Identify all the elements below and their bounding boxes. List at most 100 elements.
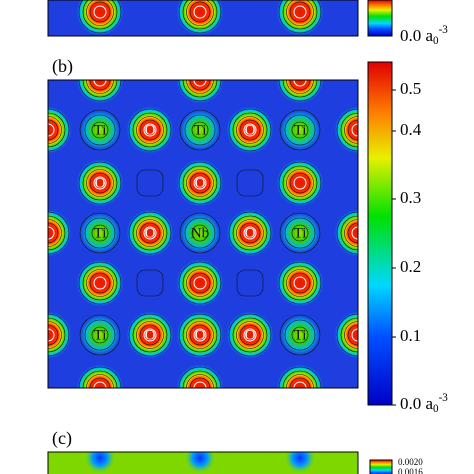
- contour: [78, 366, 122, 388]
- superscript: -3: [439, 24, 449, 36]
- contour: [178, 161, 222, 205]
- density-peak: [78, 108, 122, 152]
- contour: [48, 215, 66, 251]
- contour: [79, 109, 121, 151]
- contour: [347, 222, 358, 244]
- contour: [193, 276, 207, 290]
- contour: [243, 123, 257, 137]
- contour: [293, 176, 307, 190]
- contour: [78, 161, 122, 205]
- tick-text: 0.0 a: [400, 394, 434, 413]
- colorbar-a: [367, 0, 393, 37]
- contour: [184, 114, 216, 146]
- map-b: [48, 80, 358, 388]
- contour: [289, 1, 311, 23]
- contour: [278, 161, 322, 205]
- contour: [278, 80, 322, 102]
- contour: [336, 108, 358, 152]
- colorbar-tick-label: 0.5: [400, 79, 421, 98]
- contour: [48, 321, 62, 349]
- map-c: [48, 452, 358, 474]
- contour: [48, 219, 62, 247]
- contour: [93, 276, 107, 290]
- contour: [48, 324, 59, 346]
- contour: [286, 374, 314, 388]
- contour: [128, 313, 172, 357]
- contour: [344, 116, 358, 144]
- contour: [93, 80, 107, 87]
- contour: [291, 224, 309, 242]
- contour: [91, 224, 109, 242]
- contour: [236, 269, 264, 297]
- colorbar-tick-label: 0.2: [400, 257, 421, 276]
- contour: [136, 116, 164, 144]
- atom-label: Ti: [294, 122, 307, 138]
- subscript: 0: [433, 35, 439, 47]
- contour: [48, 328, 55, 342]
- contour: [82, 370, 118, 388]
- density-dip: [184, 452, 216, 474]
- contour: [79, 212, 121, 254]
- contour: [79, 314, 121, 356]
- contour: [286, 0, 314, 26]
- colorbar-tick-label: 0.3: [400, 188, 421, 207]
- map-a: [48, 0, 358, 36]
- contour: [82, 80, 118, 98]
- contour: [48, 317, 66, 353]
- contour: [48, 222, 59, 244]
- subscript: 0: [433, 403, 439, 415]
- contour: [291, 326, 309, 344]
- colorbar-tick-label: 0.4: [400, 120, 422, 139]
- frame: [47, 79, 359, 389]
- contour: [179, 109, 221, 151]
- contour: [86, 374, 114, 388]
- contour: [347, 119, 358, 141]
- contour: [86, 169, 114, 197]
- contour: [132, 317, 168, 353]
- contour: [78, 261, 122, 305]
- contour: [340, 215, 358, 251]
- tick-text: 0.4: [400, 120, 422, 139]
- contour: [89, 377, 111, 388]
- contour: [128, 108, 172, 152]
- contour: [351, 328, 358, 342]
- colorbar-tick-label: 0.0020: [398, 457, 423, 467]
- contour: [48, 119, 59, 141]
- contour: [284, 114, 316, 146]
- atom-label: O: [145, 122, 156, 138]
- atom-label: Nb: [191, 225, 209, 241]
- contour: [178, 261, 222, 305]
- atom-label: O: [195, 175, 206, 191]
- contour: [336, 211, 358, 255]
- contour: [139, 222, 161, 244]
- atom-label: O: [145, 225, 156, 241]
- contour: [284, 319, 316, 351]
- density-peak: [278, 211, 322, 255]
- contour: [282, 370, 318, 388]
- contour: [139, 119, 161, 141]
- contour: [178, 313, 222, 357]
- contour: [193, 381, 207, 388]
- atom-label: O: [245, 122, 256, 138]
- tick-text: 0.5: [400, 79, 421, 98]
- contour: [89, 172, 111, 194]
- density-peak: [178, 108, 222, 152]
- contour: [186, 169, 214, 197]
- contour: [93, 381, 107, 388]
- panel-label: (b): [52, 56, 73, 77]
- contour: [136, 321, 164, 349]
- atom-label: Ti: [194, 122, 207, 138]
- contour: [48, 211, 70, 255]
- contour: [232, 112, 268, 148]
- contour: [179, 212, 221, 254]
- contour: [278, 261, 322, 305]
- colorbar-tick-label: 0.1: [400, 326, 421, 345]
- contour: [182, 265, 218, 301]
- contour: [193, 80, 207, 87]
- contour: [48, 226, 55, 240]
- superscript: -3: [439, 392, 449, 404]
- contour: [336, 313, 358, 357]
- contour: [128, 211, 172, 255]
- atom-label: Ti: [94, 225, 107, 241]
